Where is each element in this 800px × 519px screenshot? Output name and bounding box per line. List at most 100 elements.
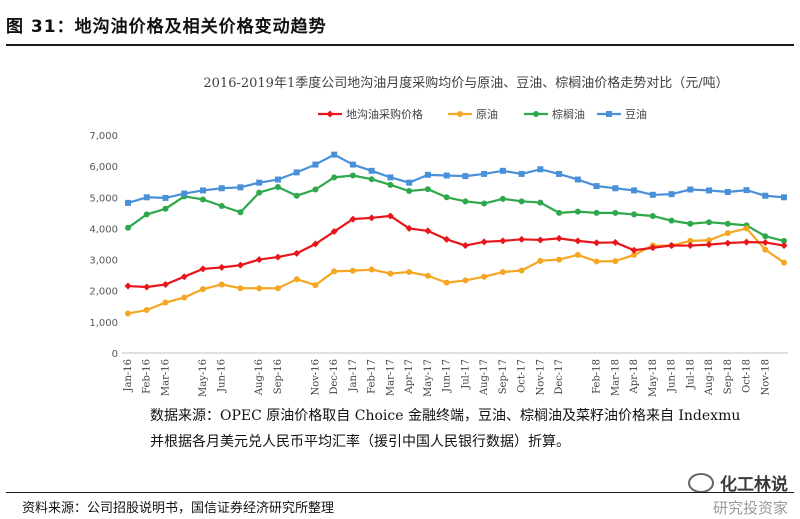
- y-tick-label: 6,000: [89, 162, 118, 173]
- data-point-diamond: [124, 282, 132, 290]
- data-point-square: [649, 191, 656, 198]
- x-tick-label: Apr-18: [629, 359, 640, 395]
- data-point-circle: [199, 286, 206, 293]
- data-point-diamond: [555, 234, 563, 242]
- data-point-circle: [743, 225, 750, 232]
- data-point-circle: [312, 282, 319, 289]
- x-tick-label: Feb-18: [592, 359, 603, 394]
- data-point-circle: [143, 307, 150, 314]
- data-point-circle: [368, 266, 375, 273]
- data-point-circle: [199, 196, 206, 203]
- y-tick-label: 7,000: [89, 131, 118, 142]
- x-tick-label: Feb-16: [142, 359, 153, 394]
- data-point-circle: [349, 267, 356, 274]
- x-tick-label: Feb-17: [367, 359, 378, 394]
- data-point-square: [181, 190, 188, 197]
- data-point-diamond: [611, 238, 619, 246]
- series-line-1: [127, 227, 785, 315]
- data-point-diamond: [724, 239, 732, 247]
- data-point-circle: [237, 285, 244, 292]
- x-tick-label: Jul-18: [685, 359, 696, 390]
- data-point-circle: [556, 256, 563, 263]
- data-point-circle: [612, 209, 619, 216]
- data-point-circle: [443, 194, 450, 201]
- data-point-diamond: [424, 227, 432, 235]
- data-point-circle: [724, 230, 731, 237]
- watermark-name: 化工林说: [720, 475, 788, 495]
- data-point-square: [143, 194, 150, 201]
- wechat-icon: [688, 472, 714, 493]
- data-point-diamond: [780, 242, 788, 250]
- x-tick-label: Jun-17: [442, 359, 453, 393]
- data-point-circle: [574, 251, 581, 258]
- data-point-square: [631, 187, 638, 194]
- data-point-circle: [424, 186, 431, 193]
- watermark-subtitle: 研究投资家: [712, 499, 788, 517]
- data-point-circle: [274, 285, 281, 292]
- data-point-diamond: [236, 261, 244, 269]
- data-point-square: [162, 194, 169, 201]
- data-point-circle: [293, 192, 300, 199]
- data-point-circle: [781, 237, 787, 244]
- figure-title: 图 31：地沟油价格及相关价格变动趋势: [6, 17, 327, 37]
- legend-marker: [326, 110, 334, 118]
- data-point-circle: [406, 269, 413, 276]
- data-point-circle: [687, 237, 694, 244]
- data-point-circle: [631, 211, 638, 218]
- figure-header: [6, 8, 794, 46]
- data-point-square: [312, 161, 319, 168]
- data-point-square: [612, 185, 619, 192]
- data-point-circle: [668, 217, 675, 224]
- data-point-diamond: [218, 263, 226, 271]
- data-point-square: [406, 179, 413, 186]
- data-note-line-1: 数据来源：OPEC 原油价格取自 Choice 金融终端，豆油、棕榈油及菜籽油价…: [150, 408, 741, 424]
- data-point-square: [218, 185, 225, 192]
- y-tick-label: 3,000: [89, 256, 118, 267]
- data-point-diamond: [630, 246, 638, 254]
- data-point-square: [443, 172, 450, 179]
- x-tick-label: Dec-17: [554, 359, 565, 395]
- data-point-circle: [293, 276, 300, 283]
- x-tick-label: Aug-17: [479, 359, 490, 396]
- data-point-circle: [256, 285, 263, 292]
- data-note-line-2: 并根据各月美元兑人民币平均汇率（援引中国人民银行数据）折算。: [150, 434, 570, 450]
- x-tick-label: Mar-17: [385, 359, 396, 396]
- x-tick-label: Sep-18: [723, 359, 734, 394]
- data-point-square: [293, 169, 300, 176]
- x-tick-label: May-17: [423, 359, 434, 397]
- series-line-0: [127, 214, 785, 289]
- data-point-diamond: [386, 212, 394, 220]
- data-point-circle: [518, 198, 525, 205]
- y-tick-label: 0: [112, 349, 118, 360]
- data-point-circle: [762, 246, 769, 253]
- series-line-3: [127, 153, 785, 204]
- series-line-2: [127, 174, 785, 242]
- data-point-square: [199, 187, 206, 194]
- data-point-circle: [162, 299, 169, 306]
- data-point-circle: [724, 220, 731, 227]
- data-point-diamond: [311, 240, 319, 248]
- x-tick-label: Nov-16: [310, 359, 321, 396]
- data-point-square: [424, 171, 431, 178]
- data-point-square: [687, 186, 694, 193]
- data-point-diamond: [199, 265, 207, 273]
- data-point-circle: [125, 310, 131, 317]
- data-point-diamond: [443, 235, 451, 243]
- legend-marker: [606, 111, 612, 117]
- data-point-circle: [181, 294, 188, 301]
- x-tick-label: Aug-16: [254, 359, 265, 396]
- data-point-square: [387, 174, 394, 181]
- data-point-circle: [574, 208, 581, 215]
- x-tick-label: May-18: [648, 359, 659, 397]
- data-point-circle: [762, 233, 769, 240]
- data-point-square: [556, 170, 563, 177]
- legend-label: 地沟油采购价格: [346, 107, 423, 121]
- x-tick-label: Mar-16: [160, 359, 171, 396]
- data-point-circle: [687, 220, 694, 227]
- data-point-diamond: [743, 238, 751, 246]
- x-tick-label: Aug-18: [704, 359, 715, 396]
- data-point-diamond: [293, 249, 301, 257]
- data-point-circle: [706, 237, 713, 244]
- x-tick-label: Dec-16: [329, 359, 340, 395]
- x-tick-label: Jun-18: [667, 359, 678, 393]
